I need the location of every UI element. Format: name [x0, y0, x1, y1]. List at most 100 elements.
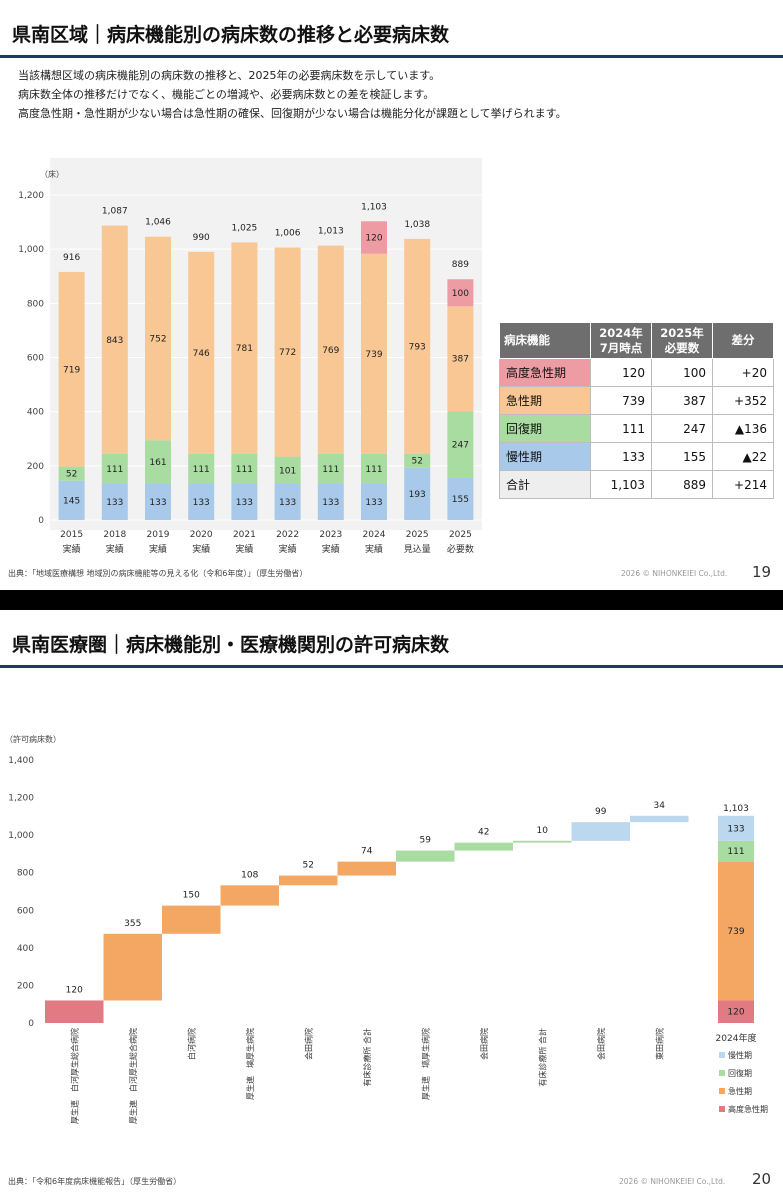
waterfall-bar: [220, 885, 279, 906]
total-bar-segment: [718, 815, 754, 841]
bar-segment: [274, 456, 301, 484]
x-category-label: 会田病院: [596, 1028, 606, 1060]
bar-segment: [188, 453, 215, 484]
description-line: 当該構想区域の病床機能別の病床数の推移と、2025年の必要病床数を示しています。: [18, 69, 441, 82]
y-tick-label: 600: [27, 354, 44, 364]
segment-label: 145: [63, 496, 80, 506]
bar-segment: [231, 242, 258, 454]
segment-label: 719: [63, 365, 80, 375]
y-tick-label: 400: [17, 944, 34, 954]
legend-label: 回復期: [728, 1068, 752, 1078]
segment-label: 193: [409, 490, 426, 500]
waterfall-value-label: 150: [183, 891, 200, 901]
total-bar-segment: [718, 840, 754, 862]
bar-segment: [361, 221, 387, 254]
waterfall-bar: [396, 850, 455, 862]
waterfall-chart: （許可病床数） 0 200 400 600 800 1,000 1,200 1,400 120 厚生…: [5, 734, 768, 1124]
waterfall-bar: [454, 842, 513, 851]
segment-label: 111: [106, 465, 123, 475]
x-tick-sublabel: 実績: [322, 543, 340, 555]
segment-label: 772: [279, 348, 296, 358]
x-tick-label: 2023: [319, 530, 342, 540]
row-label: 高度急性期: [499, 358, 591, 387]
bar-segment: [58, 271, 85, 467]
total-bar-segment: [718, 1000, 754, 1023]
value-2025: 100: [651, 358, 713, 387]
segment-label: 781: [236, 344, 253, 354]
bar-segment: [404, 238, 431, 454]
bar-segment: [145, 483, 171, 520]
segment-label: 133: [106, 498, 123, 508]
total-segment-label: 111: [727, 847, 744, 857]
x-category-label: 有床診療所 合計: [537, 1028, 547, 1087]
y-tick-label: 800: [27, 299, 44, 309]
description-line: 病床数全体の推移だけでなく、機能ごとの増減や、必要病床数との差を検証します。: [18, 88, 435, 101]
diff-value: +214: [712, 470, 774, 499]
bar-segment: [188, 483, 215, 520]
bar-segment: [447, 411, 474, 479]
total-segment-label: 120: [727, 1008, 744, 1018]
comparison-table: 病床機能 2024年 7月時点 2025年 必要数 差分 高度急性期 120 100…: [499, 322, 774, 499]
value-2024: 111: [590, 414, 652, 443]
waterfall-value-label: 42: [478, 828, 489, 838]
bar-total-label: 990: [193, 233, 210, 243]
y-tick-label: 200: [17, 981, 34, 991]
legend-swatch: [719, 1052, 725, 1058]
bar-segment: [274, 483, 301, 520]
bar-segment: [447, 306, 474, 412]
x-category-label: 東田病院: [654, 1028, 664, 1060]
bar-total-label: 1,013: [318, 227, 344, 237]
header-function: 病床機能: [499, 322, 591, 359]
segment-label: 133: [279, 498, 296, 508]
x-tick-sublabel: 実績: [365, 543, 383, 555]
x-tick-sublabel: 実績: [235, 543, 253, 555]
waterfall-bar: [103, 933, 162, 1001]
waterfall-bar: [162, 905, 221, 934]
segment-label: 52: [66, 470, 77, 480]
table-row: 回復期 111 247 ▲136: [499, 414, 774, 443]
y-tick-label: 800: [17, 869, 34, 879]
bar-total-label: 916: [63, 253, 80, 263]
row-label: 慢性期: [499, 442, 591, 471]
bar-segment: [447, 279, 474, 307]
total-label: 1,103: [723, 804, 749, 814]
x-tick-label: 2025: [406, 530, 429, 540]
bar-segment: [404, 467, 431, 520]
segment-label: 100: [452, 289, 469, 299]
segment-label: 52: [411, 457, 422, 467]
bar-segment: [317, 483, 344, 520]
table-row: 慢性期 133 155 ▲22: [499, 442, 774, 471]
segment-label: 133: [365, 498, 382, 508]
x-category-label: 白河病院: [186, 1028, 196, 1060]
bar-segment: [361, 453, 387, 484]
segment-label: 247: [452, 441, 469, 451]
segment-label: 133: [236, 498, 253, 508]
source-note: 出典：「地域医療構想 地域別の病床機能等の見える化（令和6年度）」（厚生労働省）: [8, 569, 308, 578]
diff-value: +20: [712, 358, 774, 387]
x-tick-sublabel: 実績: [192, 543, 210, 555]
total-segment-label: 739: [727, 927, 744, 937]
slide-title: 県南医療圏｜病床機能別・医療機関別の許可病床数: [12, 634, 450, 656]
row-label: 回復期: [499, 414, 591, 443]
bar-segment: [145, 440, 171, 484]
bar-total-label: 1,006: [275, 229, 301, 239]
slide-2: 県南医療圏｜病床機能別・医療機関別の許可病床数 （許可病床数） 0 200 400 60…: [0, 610, 783, 1200]
waterfall-value-label: 52: [303, 861, 314, 871]
x-tick-label: 2024: [363, 530, 386, 540]
segment-label: 843: [106, 336, 123, 346]
bar-segment: [188, 251, 215, 454]
x-tick-label: 2021: [233, 530, 256, 540]
row-label: 合計: [499, 470, 591, 499]
total-bar-segment: [718, 861, 754, 1001]
value-2025: 155: [651, 442, 713, 471]
legend-swatch: [719, 1106, 725, 1112]
slide-1: 県南区域｜病床機能別の病床数の推移と必要病床数 当該構想区域の病床機能別の病床数…: [0, 0, 783, 590]
y-tick-label: 0: [28, 1019, 34, 1029]
bar-segment: [58, 466, 85, 481]
segment-label: 161: [149, 458, 166, 468]
y-tick-label: 200: [27, 462, 44, 472]
description-line: 高度急性期・急性期が少ない場合は急性期の確保、回復期が少ない場合は機能分化が課題…: [18, 107, 567, 120]
bar-total-label: 1,046: [145, 218, 171, 228]
y-tick-label: 1,400: [8, 756, 34, 766]
slide-separator: [0, 590, 783, 610]
